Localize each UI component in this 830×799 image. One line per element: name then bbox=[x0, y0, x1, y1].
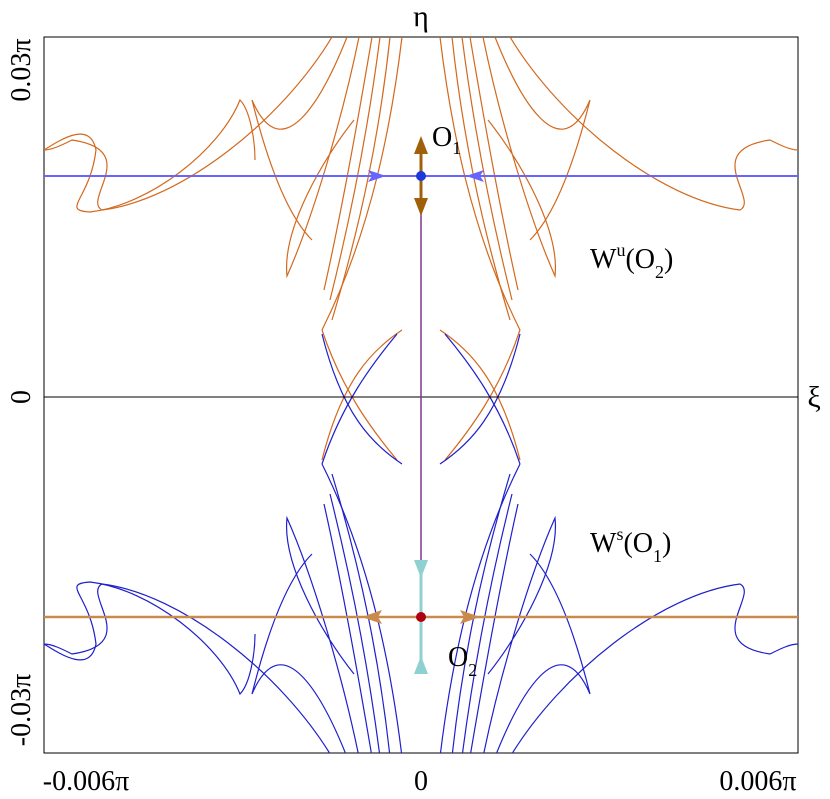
o2-point bbox=[416, 612, 426, 622]
wu-curve bbox=[461, 37, 513, 301]
wu-curve bbox=[494, 37, 591, 241]
wu-curve bbox=[285, 37, 360, 279]
wu-curve bbox=[469, 37, 519, 291]
o1-point bbox=[416, 171, 426, 181]
ws-curve bbox=[483, 515, 557, 753]
unstable-manifold-curves bbox=[44, 37, 798, 461]
o2-right-arrow bbox=[460, 610, 480, 624]
wu-label: Wu(O2) bbox=[590, 240, 673, 282]
wu-curve bbox=[321, 329, 398, 461]
ws-curve bbox=[44, 581, 256, 696]
y-tick-bottom: -0.03π bbox=[6, 674, 37, 746]
wu-curve bbox=[439, 329, 521, 461]
ws-curve bbox=[321, 333, 398, 465]
ws-curve bbox=[44, 583, 331, 753]
o1-label: O1 bbox=[432, 122, 461, 158]
ws-curve bbox=[329, 493, 381, 753]
wu-curve bbox=[482, 37, 557, 279]
wu-curve bbox=[323, 37, 373, 291]
ws-curve bbox=[451, 473, 511, 753]
ws-curve bbox=[470, 503, 519, 753]
wu-curve bbox=[444, 329, 521, 461]
o2-left-arrow bbox=[362, 610, 382, 624]
wu-curve bbox=[321, 329, 403, 461]
ws-curve bbox=[439, 333, 521, 465]
plot-frame bbox=[43, 36, 799, 754]
wu-curve bbox=[331, 37, 391, 321]
y-tick-top: 0.03π bbox=[6, 38, 37, 101]
o1-up-arrow bbox=[414, 136, 428, 154]
y-axis-title: η bbox=[413, 0, 429, 33]
ws-curve bbox=[511, 583, 798, 753]
o2-up-arrow bbox=[414, 656, 428, 674]
y-tick-center: 0 bbox=[6, 390, 37, 404]
ws-label: Ws(O1) bbox=[590, 524, 671, 566]
ws-curve bbox=[495, 553, 591, 753]
o1-left-arrow bbox=[368, 170, 386, 182]
o1-right-arrow bbox=[466, 170, 484, 182]
ws-curve bbox=[444, 333, 521, 465]
o1-down-arrow bbox=[414, 198, 428, 216]
wu-curve bbox=[44, 98, 256, 213]
o2-label: O2 bbox=[448, 642, 477, 680]
ws-curve bbox=[321, 333, 403, 465]
wu-curve bbox=[509, 37, 798, 211]
x-tick-left: -0.006π bbox=[43, 766, 129, 797]
wu-curve bbox=[251, 37, 348, 241]
wu-curve bbox=[329, 37, 381, 301]
x-tick-center: 0 bbox=[414, 766, 428, 797]
ws-curve bbox=[331, 473, 391, 753]
ws-curve bbox=[461, 493, 513, 753]
ws-curve bbox=[251, 553, 347, 753]
x-tick-right: 0.006π bbox=[719, 766, 796, 797]
x-axis-title: ξ bbox=[807, 381, 820, 414]
ws-curve bbox=[323, 503, 372, 753]
wu-curve bbox=[44, 37, 333, 211]
o2-down-arrow bbox=[414, 560, 428, 578]
ws-curve bbox=[285, 515, 359, 753]
